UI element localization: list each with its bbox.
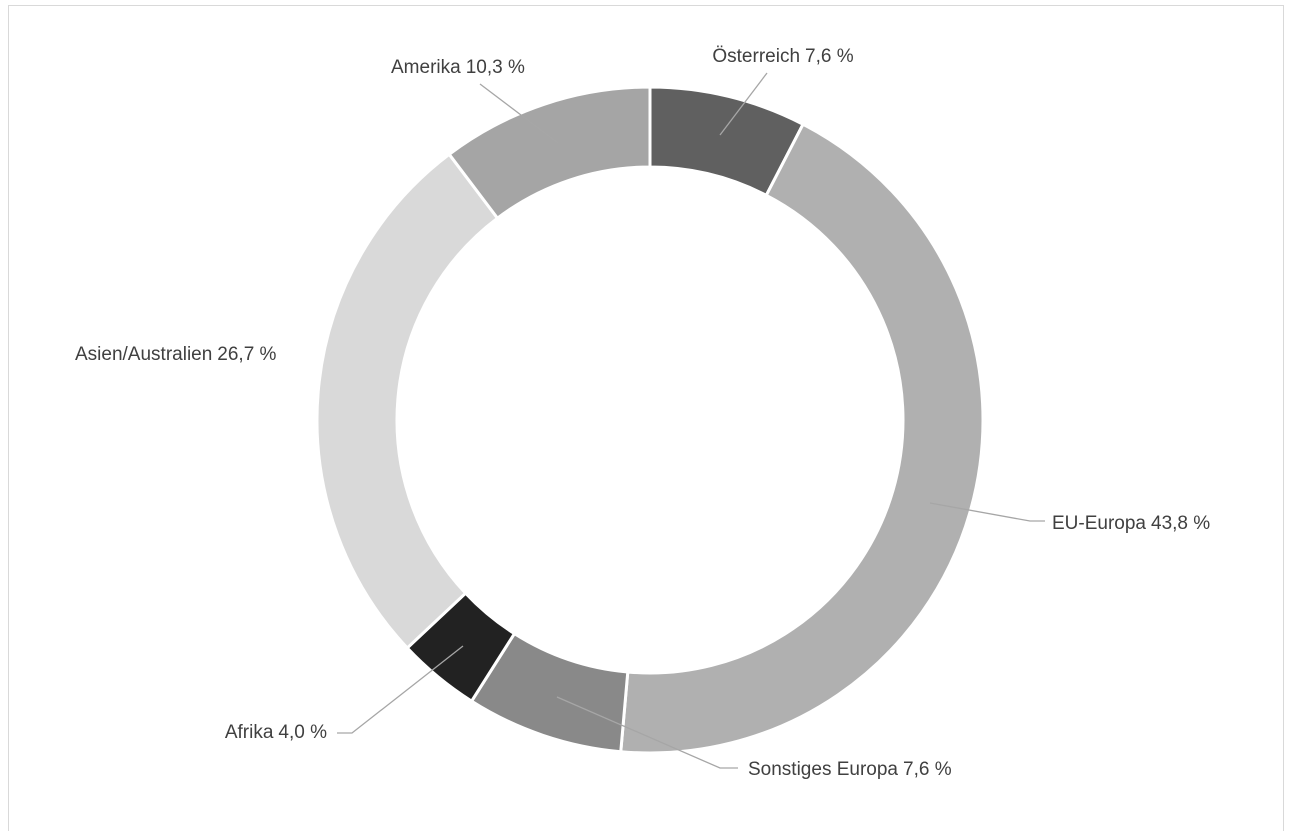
label-category: Amerika [391, 57, 461, 78]
leader-line [337, 645, 464, 734]
label-category: Sonstiges Europa [748, 759, 898, 780]
label-value: 7,6 % [903, 759, 952, 780]
data-label: EU-Europa 43,8 % [1052, 513, 1210, 534]
label-value: 26,7 % [217, 344, 276, 365]
data-label: Amerika 10,3 % [391, 57, 525, 78]
data-label: Österreich 7,6 % [712, 46, 853, 67]
label-value: 43,8 % [1151, 513, 1210, 534]
label-value: 7,6 % [805, 46, 854, 67]
label-value: 10,3 % [466, 57, 525, 78]
donut-slice [619, 122, 985, 755]
donut-slice [447, 85, 652, 221]
label-category: Afrika [225, 722, 274, 743]
leader-line [479, 83, 559, 144]
leader-line [929, 502, 1045, 522]
leader-line [719, 72, 768, 136]
label-category: Asien/Australien [75, 344, 212, 365]
data-label: Afrika 4,0 % [225, 722, 327, 743]
data-label: Asien/Australien 26,7 % [75, 344, 277, 365]
label-category: EU-Europa [1052, 513, 1146, 534]
label-category: Österreich [712, 46, 800, 67]
data-label: Sonstiges Europa 7,6 % [748, 759, 952, 780]
label-value: 4,0 % [278, 722, 327, 743]
leader-line [556, 696, 738, 769]
